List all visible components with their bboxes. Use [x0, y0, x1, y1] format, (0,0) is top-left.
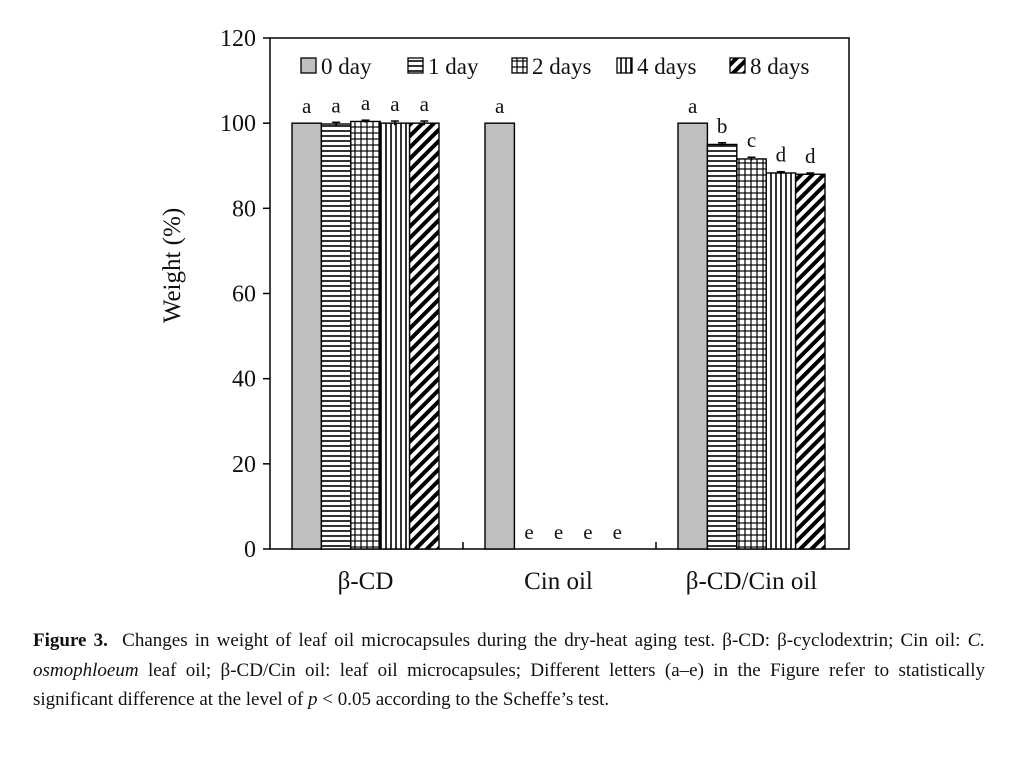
- bar: [350, 120, 381, 550]
- bar: [484, 122, 516, 550]
- significance-label: a: [361, 91, 371, 115]
- significance-label: e: [613, 520, 622, 544]
- x-category-label: β-CD: [338, 568, 394, 595]
- bar: [408, 122, 440, 550]
- bar: [320, 123, 352, 550]
- y-tick-label: 120: [220, 26, 256, 52]
- bar: [794, 173, 826, 550]
- caption-figure-label: Figure 3.: [33, 630, 108, 651]
- y-tick-label: 100: [220, 111, 256, 137]
- legend-swatch: [616, 57, 633, 74]
- bar-chart: 0 20 40 60 80 100 120 Weight (%) β-CD Cin oil β-CD…: [159, 26, 850, 595]
- y-tick-label: 40: [232, 367, 256, 393]
- significance-label: a: [331, 93, 341, 117]
- significance-label: b: [717, 114, 728, 138]
- y-tick-label: 80: [232, 196, 256, 222]
- significance-label: a: [420, 92, 430, 116]
- bar: [706, 143, 738, 550]
- significance-label: a: [302, 94, 312, 118]
- caption-species: C. osmophloeum: [33, 630, 986, 681]
- x-category-label: Cin oil: [524, 568, 593, 595]
- legend-swatch: [407, 57, 424, 74]
- caption-text-3: < 0.05 according to the Scheffe’s test.: [317, 689, 610, 710]
- caption-text-1: Changes in weight of leaf oil microcapsu…: [122, 630, 968, 651]
- bar: [765, 172, 797, 550]
- significance-label: e: [583, 520, 592, 544]
- legend-swatch: [511, 57, 528, 74]
- bar: [379, 122, 411, 550]
- significance-label: a: [495, 94, 505, 118]
- bar: [677, 122, 709, 550]
- significance-label: c: [747, 128, 756, 152]
- x-category-label: β-CD/Cin oil: [686, 568, 818, 595]
- significance-label: d: [776, 143, 787, 167]
- caption-p-variable: p: [308, 689, 318, 710]
- caption-text-2: leaf oil; β-CD/Cin oil: leaf oil microca…: [33, 659, 985, 711]
- legend-label: 4 days: [637, 54, 696, 79]
- significance-label: e: [524, 520, 533, 544]
- y-tick-label: 0: [244, 537, 256, 563]
- legend-swatch: [729, 57, 746, 74]
- legend-label: 0 day: [321, 54, 372, 79]
- legend-swatch: [300, 57, 317, 74]
- bar: [736, 158, 767, 550]
- y-tick-label: 20: [232, 452, 256, 478]
- significance-label: d: [805, 144, 816, 168]
- legend-label: 8 days: [750, 54, 809, 79]
- significance-label: e: [554, 520, 563, 544]
- significance-label: a: [688, 94, 698, 118]
- bar: [291, 122, 323, 550]
- legend-label: 1 day: [428, 54, 479, 79]
- y-axis-title: Weight (%): [159, 208, 186, 323]
- y-tick-label: 60: [232, 282, 256, 308]
- figure-caption: Figure 3. Changes in weight of leaf oil …: [33, 626, 985, 715]
- legend-label: 2 days: [532, 54, 591, 79]
- significance-label: a: [390, 92, 400, 116]
